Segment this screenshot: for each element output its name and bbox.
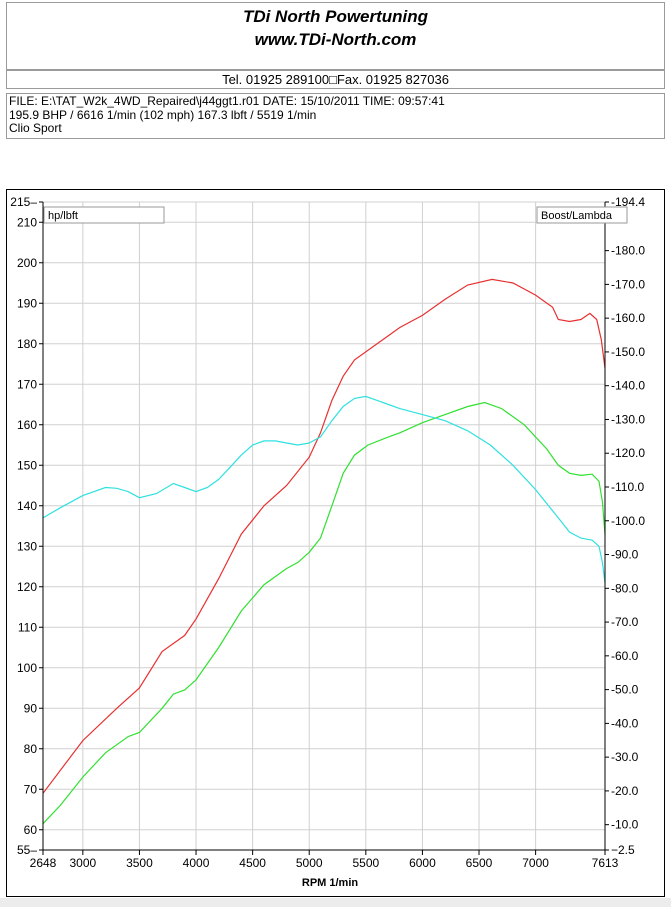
- y-right-tick-label: -150.0: [611, 345, 645, 359]
- x-tick-label: 5000: [296, 856, 323, 870]
- x-tick-label: 7000: [522, 856, 549, 870]
- header-title-box: TDi North Powertuning www.TDi-North.com: [6, 2, 665, 70]
- y-right-tick-label: -10.0: [611, 818, 639, 832]
- company-website: www.TDi-North.com: [254, 30, 417, 49]
- axis-layer: 2648 3000 3500 4000 4500 5000 5500 6000 6500 7000…: [10, 195, 645, 870]
- result-line: 195.9 BHP / 6616 1/min (102 mph) 167.3 l…: [9, 107, 317, 122]
- dyno-chart: 2648 3000 3500 4000 4500 5000 5500 6000 6500 7000…: [10, 195, 645, 889]
- y-right-tick-label: -160.0: [611, 311, 645, 325]
- y-right-tick-label: -120.0: [611, 446, 645, 460]
- y-right-tick-label: -130.0: [611, 412, 645, 426]
- x-axis-label: RPM 1/min: [302, 877, 359, 889]
- y-right-tick-label: -110.0: [611, 480, 644, 494]
- run-info-box: FILE: E:\TAT_W2k_4WD_Repaired\j44ggt1.r0…: [6, 93, 665, 139]
- y-left-tick-label: 70: [24, 782, 38, 796]
- series-layer: [42, 278, 606, 825]
- x-tick-label: 3500: [126, 856, 153, 870]
- y-right-tick-label: -60.0: [611, 649, 639, 663]
- series-line-2: [42, 401, 606, 825]
- company-name: TDi North Powertuning: [242, 7, 429, 26]
- x-tick-label: 7613: [592, 856, 619, 870]
- x-tick-label: 3000: [69, 856, 96, 870]
- y-left-tick-label: 130: [17, 539, 37, 553]
- series-line-1: [42, 278, 606, 794]
- x-tick-label: 4500: [239, 856, 266, 870]
- y-left-tick-label: 190: [17, 296, 37, 310]
- y-right-tick-label: -40.0: [611, 716, 639, 730]
- grid-layer: [42, 201, 606, 851]
- y-left-tick-label: 200: [17, 256, 37, 270]
- y-right-tick-label: -180.0: [611, 244, 645, 258]
- chart-frame: [6, 189, 665, 897]
- y-left-tick-label: 215–: [10, 195, 37, 209]
- y-left-tick-label: 60: [24, 823, 38, 837]
- y-left-tick-label: 100: [17, 661, 37, 675]
- y-right-tick-label: −2.5: [611, 843, 635, 857]
- y-left-tick-label: 80: [24, 742, 38, 756]
- file-info-line: FILE: E:\TAT_W2k_4WD_Repaired\j44ggt1.r0…: [9, 94, 445, 108]
- y-right-tick-label: -170.0: [611, 277, 645, 291]
- y-right-tick-label: -100.0: [611, 514, 645, 528]
- series-line-3: [42, 395, 606, 583]
- y-left-tick-label: 180: [17, 337, 37, 351]
- x-tick-label: 4000: [183, 856, 210, 870]
- x-tick-label: 6500: [466, 856, 493, 870]
- y-left-tick-label: 210: [17, 215, 37, 229]
- y-left-tick-label: 90: [24, 701, 38, 715]
- y-left-tick-label: 55–: [17, 843, 37, 857]
- y-left-tick-label: 160: [17, 418, 37, 432]
- y-right-tick-label: -70.0: [611, 615, 639, 629]
- x-tick-label: 6000: [409, 856, 436, 870]
- x-tick-label: 5500: [352, 856, 379, 870]
- x-tick-label: 2648: [30, 856, 57, 870]
- y-left-tick-label: 140: [17, 499, 37, 513]
- contact-line: Tel. 01925 289100□Fax. 01925 827036: [6, 70, 665, 89]
- left-axis-label-box: [43, 206, 165, 224]
- y-left-tick-label: 170: [17, 377, 37, 391]
- bottom-scroll-strip: [0, 898, 671, 907]
- label-layer: hp/lbft Boost/Lambda RPM 1/min: [43, 206, 628, 889]
- y-right-tick-label: -140.0: [611, 379, 645, 393]
- y-right-tick-label: -20.0: [611, 784, 639, 798]
- y-right-tick-label: -30.0: [611, 750, 639, 764]
- left-axis-label: hp/lbft: [48, 210, 78, 222]
- y-left-tick-label: 150: [17, 458, 37, 472]
- right-axis-label-box: [536, 206, 628, 224]
- car-name: Clio Sport: [9, 121, 62, 135]
- y-left-tick-label: 110: [18, 620, 37, 634]
- y-right-tick-label: -50.0: [611, 683, 639, 697]
- y-left-tick-label: 120: [17, 580, 37, 594]
- right-axis-label: Boost/Lambda: [541, 210, 613, 222]
- y-right-tick-label: -80.0: [611, 581, 639, 595]
- y-right-tick-label: -194.4: [611, 195, 645, 209]
- y-right-tick-label: -90.0: [611, 548, 639, 562]
